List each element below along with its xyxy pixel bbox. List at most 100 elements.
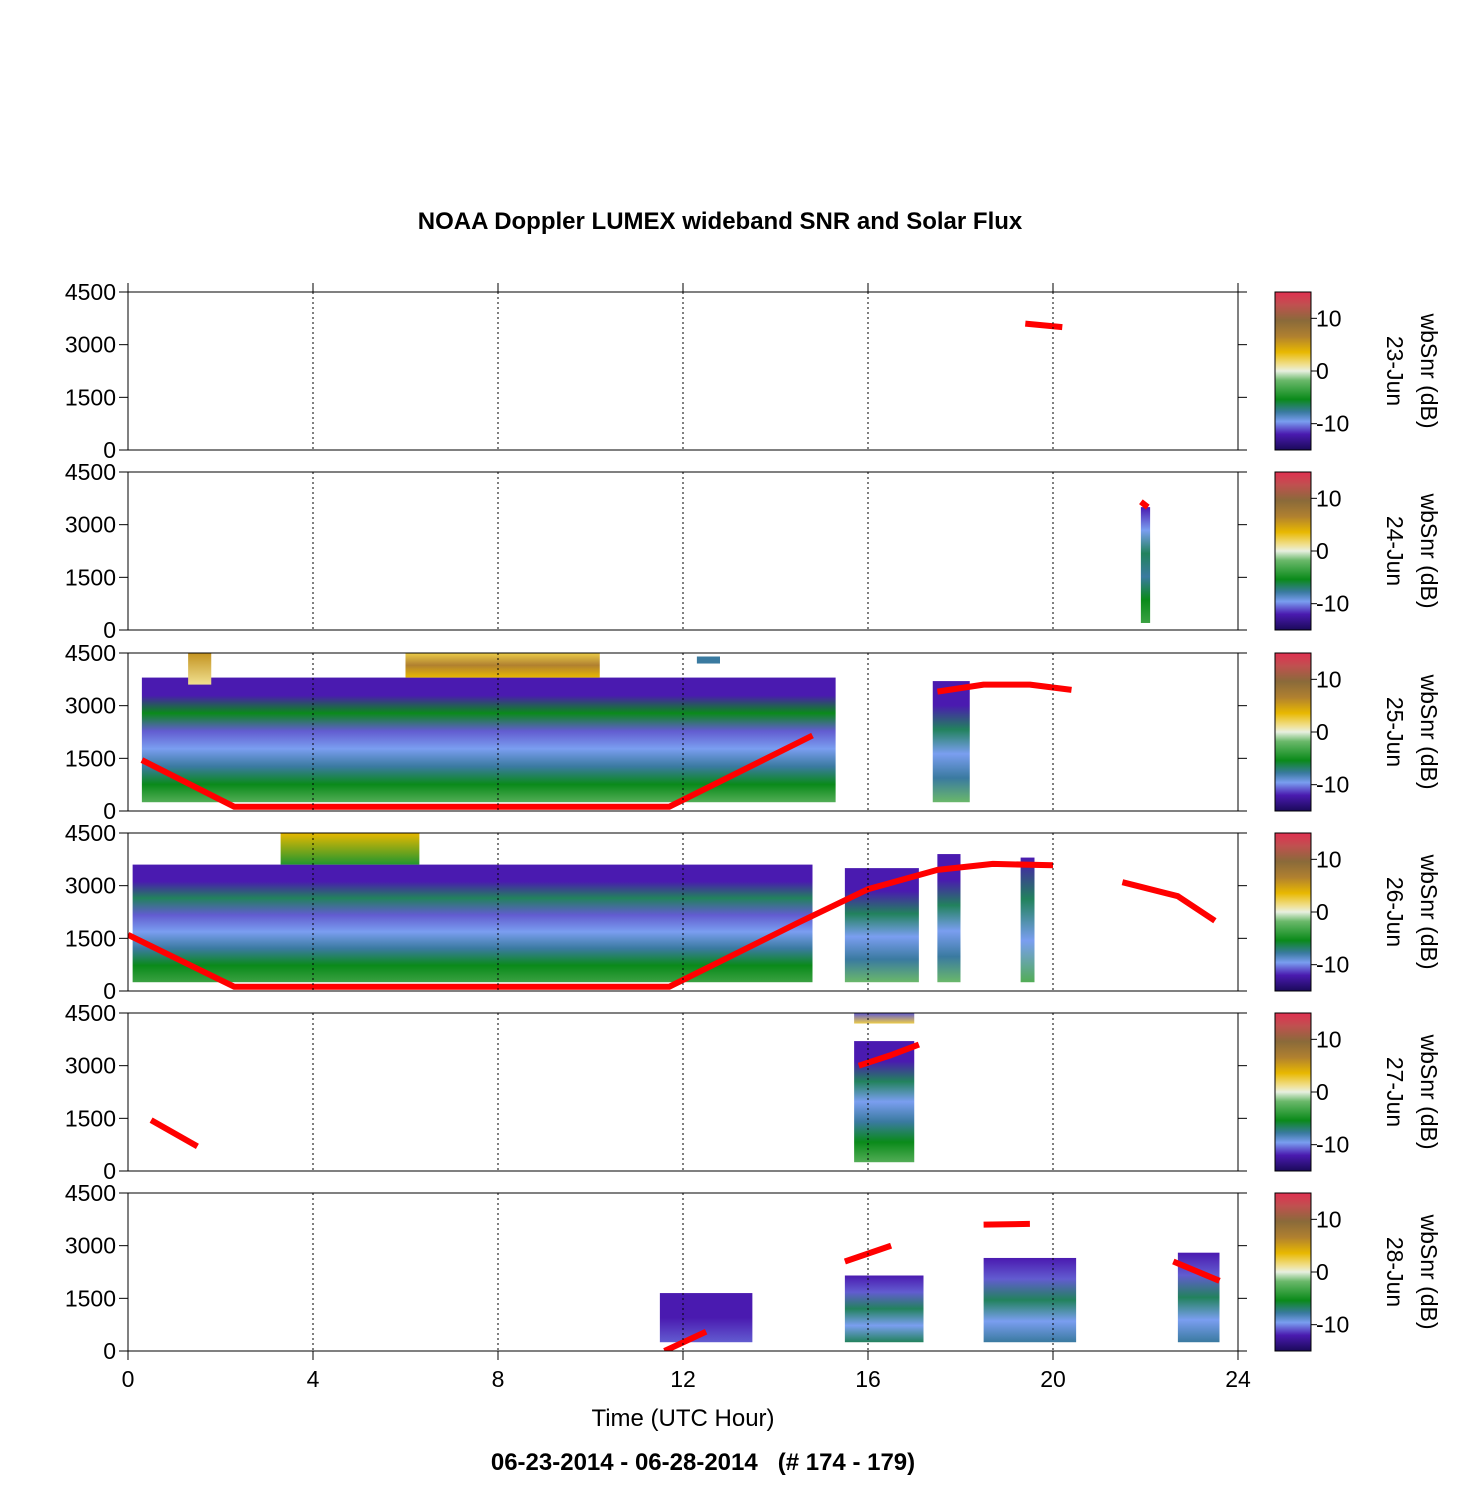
colorbar-label: wbSnr (dB) (1416, 673, 1442, 789)
y-tick-label: 0 (103, 1158, 116, 1184)
solar-flux-line (128, 860, 1054, 990)
panel-day-label: 23-Jun (1382, 336, 1408, 406)
solar-flux-line (857, 1041, 920, 1069)
colorbar-tick-label: 10 (1316, 666, 1342, 692)
y-tick-label: 3000 (65, 512, 116, 538)
colorbar-tick-label: 10 (1316, 1026, 1342, 1052)
colorbar-label: wbSnr (dB) (1416, 1033, 1442, 1149)
x-tick-label: 4 (307, 1366, 320, 1392)
x-tick-label: 12 (670, 1366, 696, 1392)
panel-28-Jun: 0 1500 3000 4500 -10 0 10 wbSnr (dB) 28-Jun (65, 1180, 1442, 1364)
x-tick-label: 20 (1040, 1366, 1066, 1392)
snr-block (932, 681, 970, 803)
y-tick-label: 0 (103, 1338, 116, 1364)
colorbar-tick-label: 0 (1316, 719, 1329, 745)
colorbar-tick-label: 10 (1316, 846, 1342, 872)
y-tick-label: 4500 (65, 640, 116, 666)
solar-flux-line (149, 1117, 199, 1150)
x-axis-label: Time (UTC Hour) (591, 1405, 774, 1432)
y-tick-label: 1500 (65, 745, 116, 771)
y-tick-label: 1500 (65, 384, 116, 410)
colorbar-tick-label: 0 (1316, 538, 1329, 564)
panels: 0 1500 3000 4500 -10 0 10 wbSnr (dB) 23-Jun 0 1500… (65, 279, 1442, 1392)
colorbar-label: wbSnr (dB) (1416, 1213, 1442, 1329)
y-tick-label: 3000 (65, 332, 116, 358)
y-tick-label: 1500 (65, 925, 116, 951)
colorbar-tick-label: 10 (1316, 1206, 1342, 1232)
snr-block (983, 1257, 1077, 1343)
colorbar-label: wbSnr (dB) (1416, 492, 1442, 608)
colorbar-tick-label: -10 (1316, 952, 1349, 978)
y-tick-label: 4500 (65, 459, 116, 485)
panel-25-Jun: 0 1500 3000 4500 -10 0 10 wbSnr (dB) 25-Jun (65, 640, 1442, 824)
panel-day-label: 26-Jun (1382, 877, 1408, 947)
colorbar (1274, 832, 1312, 992)
x-tick-label: 8 (492, 1366, 505, 1392)
snr-block (132, 864, 813, 983)
colorbar-tick-label: -10 (1316, 1312, 1349, 1338)
colorbar-tick-label: 10 (1316, 485, 1342, 511)
colorbar-tick-label: 10 (1316, 305, 1342, 331)
colorbar-label: wbSnr (dB) (1416, 853, 1442, 969)
y-tick-label: 4500 (65, 1180, 116, 1206)
snr-block (1140, 507, 1151, 623)
panel-26-Jun: 0 1500 3000 4500 -10 0 10 wbSnr (dB) 26-Jun (65, 820, 1442, 1004)
y-tick-label: 4500 (65, 279, 116, 305)
chart-title: NOAA Doppler LUMEX wideband SNR and Sola… (418, 208, 1023, 235)
solar-flux-line (140, 732, 814, 810)
panel-day-label: 27-Jun (1382, 1057, 1408, 1127)
solar-flux-line (1025, 320, 1063, 331)
snr-block (844, 1275, 924, 1343)
x-tick-label: 0 (122, 1366, 135, 1392)
y-tick-label: 3000 (65, 1053, 116, 1079)
panel-frame (127, 652, 1239, 812)
panel-day-label: 24-Jun (1382, 516, 1408, 586)
x-tick-label: 24 (1225, 1366, 1251, 1392)
solar-flux-line (663, 1328, 708, 1351)
colorbar (1274, 652, 1312, 812)
y-tick-label: 1500 (65, 1285, 116, 1311)
x-tick-label: 16 (855, 1366, 881, 1392)
colorbar (1274, 1192, 1312, 1352)
panel-frame (127, 291, 1239, 451)
y-tick-label: 3000 (65, 693, 116, 719)
colorbar-tick-label: 0 (1316, 1079, 1329, 1105)
colorbar (1274, 471, 1312, 631)
y-tick-label: 4500 (65, 820, 116, 846)
colorbar-tick-label: -10 (1316, 1132, 1349, 1158)
colorbar-tick-label: -10 (1316, 772, 1349, 798)
date-range-footer: 06-23-2014 - 06-28-2014 (# 174 - 179) (491, 1449, 915, 1476)
colorbar-tick-label: -10 (1316, 411, 1349, 437)
y-tick-label: 0 (103, 978, 116, 1004)
solar-flux-line (1139, 499, 1150, 510)
panel-day-label: 25-Jun (1382, 697, 1408, 767)
y-tick-label: 3000 (65, 1233, 116, 1259)
colorbar (1274, 291, 1312, 451)
panel-23-Jun: 0 1500 3000 4500 -10 0 10 wbSnr (dB) 23-Jun (65, 279, 1442, 463)
y-tick-label: 0 (103, 798, 116, 824)
snr-block (141, 677, 836, 803)
panel-day-label: 28-Jun (1382, 1237, 1408, 1307)
snr-block (1020, 857, 1035, 983)
solar-flux-line (1121, 879, 1217, 924)
snr-block (405, 653, 600, 678)
y-tick-label: 0 (103, 437, 116, 463)
snr-block (696, 656, 720, 664)
panel-24-Jun: 0 1500 3000 4500 -10 0 10 wbSnr (dB) 24-Jun (65, 459, 1442, 643)
y-tick-label: 1500 (65, 1105, 116, 1131)
y-tick-label: 4500 (65, 1000, 116, 1026)
snr-block (280, 833, 420, 865)
panel-frame (127, 1012, 1239, 1172)
colorbar-tick-label: 0 (1316, 899, 1329, 925)
colorbar-tick-label: 0 (1316, 1259, 1329, 1285)
colorbar-label: wbSnr (dB) (1416, 312, 1442, 428)
panel-27-Jun: 0 1500 3000 4500 -10 0 10 wbSnr (dB) 27-Jun (65, 1000, 1442, 1184)
y-tick-label: 1500 (65, 564, 116, 590)
colorbar-tick-label: -10 (1316, 591, 1349, 617)
solar-flux-line (1172, 1258, 1221, 1284)
snr-block (188, 653, 212, 685)
snr-block (937, 854, 961, 983)
y-tick-label: 3000 (65, 873, 116, 899)
snr-block (854, 1013, 915, 1024)
